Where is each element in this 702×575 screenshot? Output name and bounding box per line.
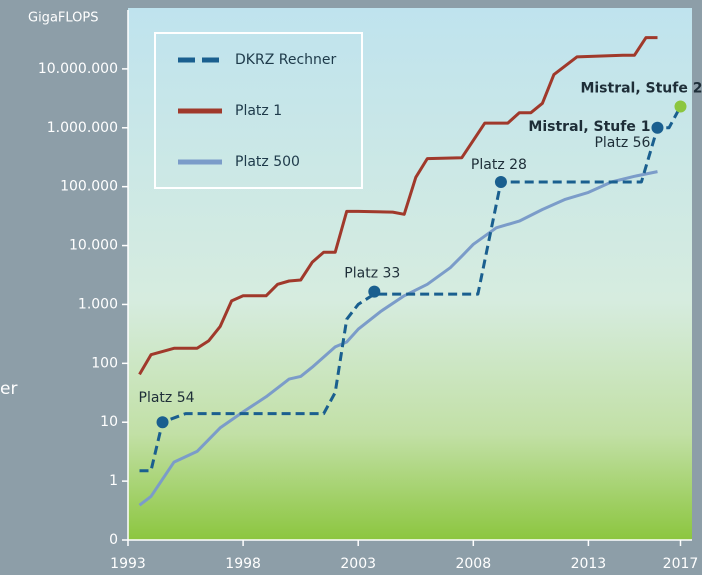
legend-label: Platz 500 — [235, 154, 300, 170]
x-tick-label: 2013 — [571, 556, 607, 572]
annotation-marker — [156, 416, 169, 429]
y-tick-label: 10.000.000 — [38, 61, 118, 77]
annotation-label: Platz 33 — [344, 266, 400, 282]
y-tick-label: 0 — [109, 532, 118, 548]
y-axis-label: GigaFLOPS — [28, 11, 98, 26]
annotation-label: Platz 28 — [471, 157, 527, 173]
y-tick-label: 10 — [100, 414, 118, 430]
y-tick-label: 100.000 — [60, 179, 118, 195]
y-tick-label: 1.000.000 — [47, 120, 118, 136]
y-tick-label: 10.000 — [69, 238, 118, 254]
y-tick-label: 100 — [91, 355, 118, 371]
legend-label: DKRZ Rechner — [235, 52, 336, 68]
y-tick-label: 1.000 — [78, 296, 118, 312]
series-line — [138, 170, 658, 507]
y-tick-label: 1 — [109, 473, 118, 489]
legend-box — [154, 32, 363, 189]
x-tick-label: 2017 — [663, 556, 699, 572]
series-line — [138, 36, 658, 376]
x-tick-label: 2003 — [340, 556, 376, 572]
legend: DKRZ Rechner Platz 1 Platz 500 — [154, 32, 363, 189]
annotation-marker — [368, 285, 381, 298]
side-text: er — [0, 379, 17, 399]
annotation-label: Platz 54 — [139, 390, 195, 406]
series-line — [139, 105, 682, 473]
annotation-marker — [674, 100, 687, 113]
x-tick-label: 2008 — [455, 556, 491, 572]
x-tick-label: 1998 — [225, 556, 261, 572]
annotation-sublabel: Platz 56 — [594, 135, 650, 151]
annotation-label: Mistral, Stufe 2 — [580, 80, 702, 96]
annotation-marker — [494, 176, 507, 189]
annotation-label: Mistral, Stufe 1 — [528, 119, 650, 135]
annotation-marker — [651, 121, 664, 134]
plot-area — [128, 8, 692, 540]
x-tick-label: 1993 — [110, 556, 146, 572]
legend-label: Platz 1 — [235, 103, 282, 119]
